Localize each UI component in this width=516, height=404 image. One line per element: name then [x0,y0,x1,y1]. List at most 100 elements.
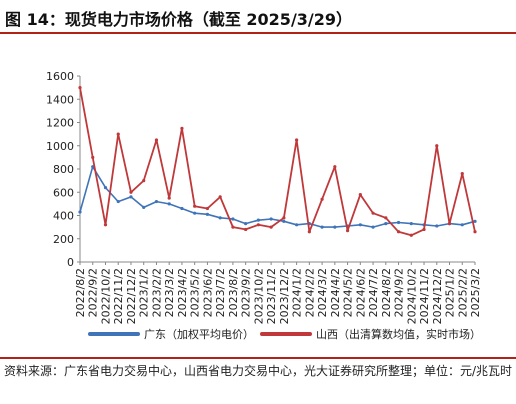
x-tick-label: 2024/6/2 [354,268,367,317]
x-tick-label: 2025/3/2 [469,268,482,317]
x-tick-label: 2023/6/2 [201,268,214,317]
guangdong-data-point [116,199,120,204]
x-tick-label: 2022/8/2 [74,268,87,317]
guangdong-data-point [269,217,273,221]
series-lines [78,86,477,237]
guangdong-data-point [384,222,388,226]
guangdong-data-point [295,223,299,227]
shanxi-data-point [269,225,273,229]
x-tick-label: 2024/7/2 [367,268,380,317]
shanxi-data-point [307,230,311,234]
guangdong-data-point [103,186,108,190]
x-tick-label: 2022/9/2 [87,268,100,317]
x-tick-label: 2023/11/2 [265,268,278,324]
guangdong-data-point [193,211,197,215]
legend-guangdong-label: 广东（加权平均电价） [144,328,254,341]
x-tick-label: 2024/11/2 [418,268,431,324]
shanxi-data-point [78,86,82,90]
x-tick-label: 2023/3/2 [163,268,176,317]
guangdong-data-point [244,222,248,226]
guangdong-data-point [231,217,235,221]
shanxi-data-point [129,190,133,194]
x-tick-label: 2022/12/2 [125,268,138,324]
shanxi-data-point [460,172,464,176]
shanxi-data-point [193,204,197,208]
y-tick-label: 1400 [46,93,74,106]
shanxi-data-point [358,192,362,197]
shanxi-data-point [447,222,452,226]
shanxi-data-point [422,227,426,232]
shanxi-data-point [409,233,413,237]
shanxi-data-point [473,230,477,234]
y-tick-label: 1000 [46,140,74,153]
y-axis-ticks: 0 200 400 600 800 1000 1200 1400 1600 [46,70,80,269]
guangdong-data-point [282,219,286,223]
source-divider [0,357,516,359]
title-divider [0,32,516,34]
x-tick-label: 2024/10/2 [405,268,418,324]
shanxi-data-point [345,229,350,233]
guangdong-data-point [218,216,222,220]
y-tick-label: 400 [53,210,74,223]
guangdong-data-point [256,218,260,222]
x-tick-label: 2024/1/2 [291,268,304,317]
shanxi-data-point [142,179,146,183]
x-tick-label: 2022/10/2 [99,268,112,324]
x-tick-label: 2025/2/2 [456,268,469,317]
guangdong-data-point [396,220,401,225]
x-tick-label: 2024/9/2 [393,268,406,317]
chart-legend: 广东（加权平均电价） 山西（出清算数均值，实时市场） [88,327,481,341]
x-tick-label: 2025/1/2 [444,268,457,317]
x-tick-label: 2023/2/2 [150,268,163,317]
guangdong-data-point [154,199,159,204]
x-tick-label: 2023/1/2 [138,268,151,317]
guangdong-data-point [435,224,439,228]
x-tick-label: 2023/4/2 [176,268,189,317]
x-tick-label: 2024/2/2 [303,268,316,317]
shanxi-data-point [154,138,159,142]
x-tick-label: 2022/11/2 [112,268,125,324]
shanxi-data-point [103,223,108,227]
x-tick-label: 2023/8/2 [227,268,240,317]
x-tick-label: 2024/8/2 [380,268,393,317]
shanxi-data-point [205,206,210,211]
x-tick-label: 2023/12/2 [278,268,291,324]
x-axis-ticks: 2022/8/2 2022/9/2 2022/10/2 2022/11/2 2022/1… [74,262,482,324]
shanxi-data-point [333,165,337,169]
legend-shanxi-label: 山西（出清算数均值，实时市场） [316,327,481,341]
shanxi-data-point [282,216,286,220]
guangdong-data-point [78,210,82,214]
y-tick-label: 1200 [46,117,74,130]
guangdong-data-point [473,219,477,223]
shanxi-data-point [435,144,439,148]
guangdong-data-point [167,202,171,206]
x-tick-label: 2024/4/2 [329,268,342,317]
shanxi-data-point [218,195,222,199]
y-tick-label: 200 [53,233,74,246]
shanxi-data-point [256,223,260,227]
guangdong-data-point [409,222,413,226]
guangdong-data-point [129,195,133,199]
shanxi-data-point [231,225,235,229]
y-tick-label: 0 [67,256,74,269]
y-tick-label: 600 [53,186,74,199]
x-tick-label: 2023/7/2 [214,268,227,317]
guangdong-price-line [79,165,476,228]
shanxi-data-point [320,197,324,201]
x-tick-label: 2023/10/2 [252,268,265,324]
source-note: 资料来源：广东省电力交易中心，山西省电力交易中心，光大证券研究所整理；单位：元/… [4,364,513,378]
shanxi-data-point [91,155,95,159]
shanxi-data-point [244,227,248,232]
x-tick-label: 2024/3/2 [316,268,329,317]
guangdong-data-point [180,206,184,211]
chart-title: 图 14：现货电力市场价格（截至 2025/3/29） [5,10,353,29]
guangdong-data-point [358,223,362,227]
x-tick-label: 2024/5/2 [342,268,355,317]
guangdong-data-point [142,205,146,209]
guangdong-data-point [320,225,324,229]
y-tick-label: 1600 [46,70,74,83]
shanxi-data-point [167,196,171,200]
shanxi-data-point [180,126,184,130]
x-tick-label: 2024/12/2 [431,268,444,324]
